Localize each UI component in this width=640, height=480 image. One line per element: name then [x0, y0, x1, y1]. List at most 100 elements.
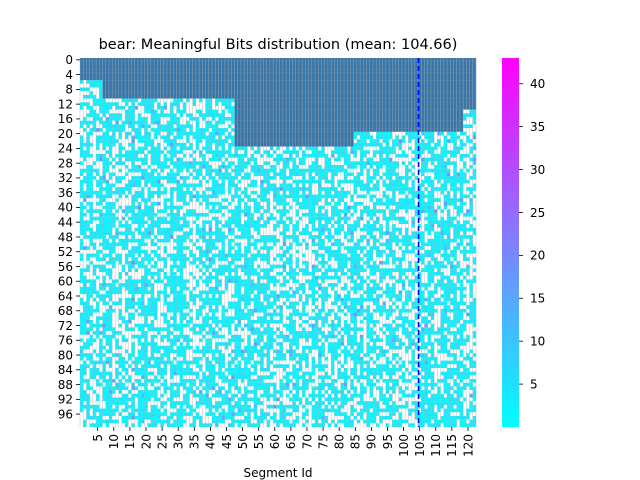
heatmap-cell — [150, 179, 155, 184]
heatmap-cell — [195, 242, 200, 247]
heatmap-cell — [134, 404, 139, 409]
heatmap-cell — [231, 201, 235, 206]
heatmap-cell — [157, 135, 161, 140]
heatmap-cell — [212, 183, 216, 188]
heatmap-cell — [163, 390, 168, 394]
heatmap-cell — [157, 323, 161, 328]
heatmap-cell — [99, 297, 103, 302]
heatmap-cell — [137, 117, 142, 121]
heatmap-cell — [192, 224, 197, 228]
heatmap-cell — [96, 375, 100, 380]
heatmap-cell — [183, 87, 187, 92]
heatmap-cell — [199, 349, 203, 354]
heatmap-cell — [160, 408, 164, 413]
heatmap-cell — [208, 105, 213, 110]
heatmap-cell — [147, 393, 151, 398]
heatmap-cell — [154, 286, 158, 291]
heatmap-cell — [125, 172, 129, 177]
heatmap-cell — [134, 80, 139, 84]
heatmap-cell — [199, 249, 203, 254]
heatmap-cell — [128, 356, 132, 361]
heatmap-cell — [102, 161, 106, 166]
heatmap-cell — [166, 227, 171, 232]
heatmap-cell — [218, 345, 222, 350]
heatmap-cell — [224, 212, 229, 217]
heatmap-cell — [202, 327, 206, 332]
heatmap-cell — [228, 61, 232, 66]
heatmap-cell — [115, 201, 119, 206]
heatmap-cell — [173, 342, 177, 346]
heatmap-cell — [147, 323, 151, 328]
heatmap-cell — [221, 58, 226, 62]
heatmap-cell — [205, 268, 209, 273]
heatmap-cell — [115, 360, 119, 365]
heatmap-cell — [125, 264, 129, 269]
heatmap-cell — [205, 415, 209, 420]
heatmap-cell — [160, 327, 164, 332]
heatmap-cell — [212, 297, 216, 302]
heatmap-cell — [231, 249, 235, 254]
heatmap-cell — [234, 356, 238, 361]
heatmap-cell — [202, 235, 206, 239]
heatmap-cell — [221, 334, 226, 339]
heatmap-cell — [189, 91, 193, 96]
heatmap-cell — [144, 401, 148, 406]
heatmap-cell — [134, 157, 139, 162]
heatmap-cell — [202, 91, 206, 96]
heatmap-cell — [105, 94, 110, 99]
heatmap-cell — [228, 356, 232, 361]
heatmap-cell — [208, 275, 213, 280]
heatmap-cell — [108, 312, 113, 317]
heatmap-cell — [173, 386, 177, 391]
heatmap-cell — [89, 205, 94, 210]
heatmap-cell — [221, 76, 226, 81]
heatmap-cell — [99, 146, 103, 151]
heatmap-cell — [195, 131, 200, 136]
heatmap-cell — [150, 120, 155, 125]
heatmap-cell — [224, 382, 229, 387]
heatmap-cell — [83, 312, 87, 317]
heatmap-cell — [115, 102, 119, 107]
heatmap-cell — [99, 120, 103, 125]
heatmap-cell — [237, 397, 242, 402]
heatmap-cell — [195, 379, 200, 383]
heatmap-cell — [105, 382, 110, 387]
heatmap-cell — [212, 172, 216, 177]
heatmap-cell — [163, 128, 168, 132]
heatmap-cell — [186, 183, 190, 188]
heatmap-cell — [183, 246, 187, 251]
heatmap-cell — [163, 342, 168, 346]
heatmap-cell — [144, 279, 148, 284]
heatmap-cell — [160, 294, 164, 298]
heatmap-cell — [163, 120, 168, 125]
heatmap-cell — [215, 172, 219, 177]
heatmap-cell — [154, 83, 158, 88]
heatmap-cell — [199, 183, 203, 188]
heatmap-cell — [234, 58, 238, 62]
heatmap-cell — [186, 386, 190, 391]
heatmap-cell — [192, 102, 197, 107]
heatmap-cell — [144, 334, 148, 339]
heatmap-cell — [237, 356, 242, 361]
heatmap-cell — [99, 268, 103, 273]
heatmap-cell — [212, 238, 216, 243]
heatmap-cell — [160, 356, 164, 361]
heatmap-cell — [125, 187, 129, 191]
heatmap-cell — [86, 353, 90, 358]
heatmap-cell — [221, 356, 226, 361]
heatmap-cell — [199, 72, 203, 77]
heatmap-cell — [96, 356, 100, 361]
heatmap-cell — [163, 382, 168, 387]
heatmap-cell — [137, 135, 142, 140]
heatmap-cell — [224, 367, 229, 372]
heatmap-cell — [157, 353, 161, 358]
heatmap-cell — [118, 264, 123, 269]
heatmap-cell — [83, 331, 87, 335]
heatmap-cell — [202, 246, 206, 251]
heatmap-cell — [99, 379, 103, 383]
heatmap-cell — [121, 194, 126, 199]
heatmap-cell — [144, 102, 148, 107]
heatmap-cell — [192, 327, 197, 332]
heatmap-cell — [115, 83, 119, 88]
